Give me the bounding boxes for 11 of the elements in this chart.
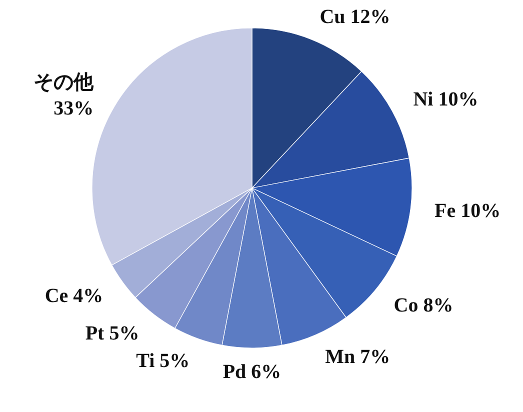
slice-label: Ti 5% xyxy=(136,350,190,372)
data-label: 33% xyxy=(54,97,94,120)
slice-label: Mn 7% xyxy=(325,346,390,368)
slice-label: Pt 5% xyxy=(85,322,140,344)
slice-label: その他 xyxy=(34,71,95,94)
slice-label: Cu 12% xyxy=(320,6,390,28)
slice-label: Fe 10% xyxy=(434,200,501,222)
slice-label: Pd 6% xyxy=(222,361,282,383)
slice-label: Ni 10% xyxy=(413,88,478,110)
slice-label: Co 8% xyxy=(394,294,454,316)
slice-label: Ce 4% xyxy=(44,285,104,308)
